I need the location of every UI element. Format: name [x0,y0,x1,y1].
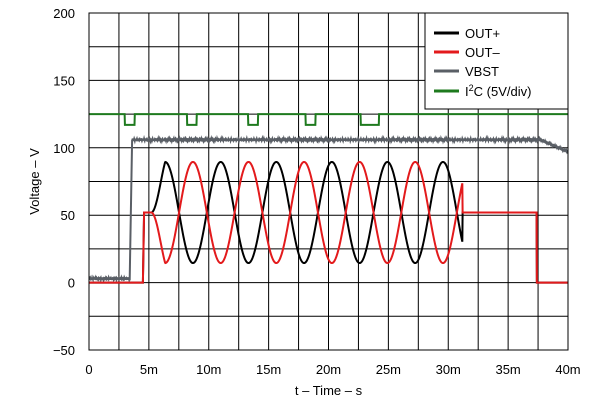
legend-label-out-plus: OUT+ [465,26,500,41]
y-tick-label: 150 [53,73,75,88]
x-tick-label: 30m [436,362,461,377]
legend: OUT+ OUT– VBST I2C (5V/div) [424,12,569,110]
x-tick-label: 20m [316,362,341,377]
plot-area [89,113,568,284]
x-tick-label: 25m [376,362,401,377]
series-out-minus-line [89,160,568,284]
y-tick-label: 200 [53,6,75,21]
legend-box [424,12,569,110]
legend-label-i2c-base: I [465,84,469,99]
x-tick-label: 40m [555,362,580,377]
y-tick-label: 50 [61,208,75,223]
x-tick-label: 15m [256,362,281,377]
y-tick-label: 0 [68,276,75,291]
legend-label-i2c-sup: 2 [469,83,474,93]
x-tick-label: 10m [196,362,221,377]
series-vbst-line [89,134,568,284]
y-tick-labels: −50 0 50 100 150 200 [53,6,75,358]
x-axis-label: t – Time – s [295,383,363,398]
series-i2c-line [89,113,568,126]
x-tick-label: 35m [495,362,520,377]
legend-label-vbst: VBST [465,64,499,79]
legend-label-i2c-rest: C (5V/div) [474,84,532,99]
x-tick-label: 5m [140,362,158,377]
legend-label-i2c: I2C (5V/div) [465,83,531,99]
y-tick-label: 100 [53,141,75,156]
y-axis-label: Voltage – V [27,148,42,215]
legend-label-out-minus: OUT– [465,45,500,60]
y-tick-label: −50 [53,343,75,358]
x-tick-labels: 0 5m 10m 15m 20m 25m 30m 35m 40m [85,362,580,377]
x-tick-label: 0 [85,362,92,377]
plot-frame [88,12,569,351]
